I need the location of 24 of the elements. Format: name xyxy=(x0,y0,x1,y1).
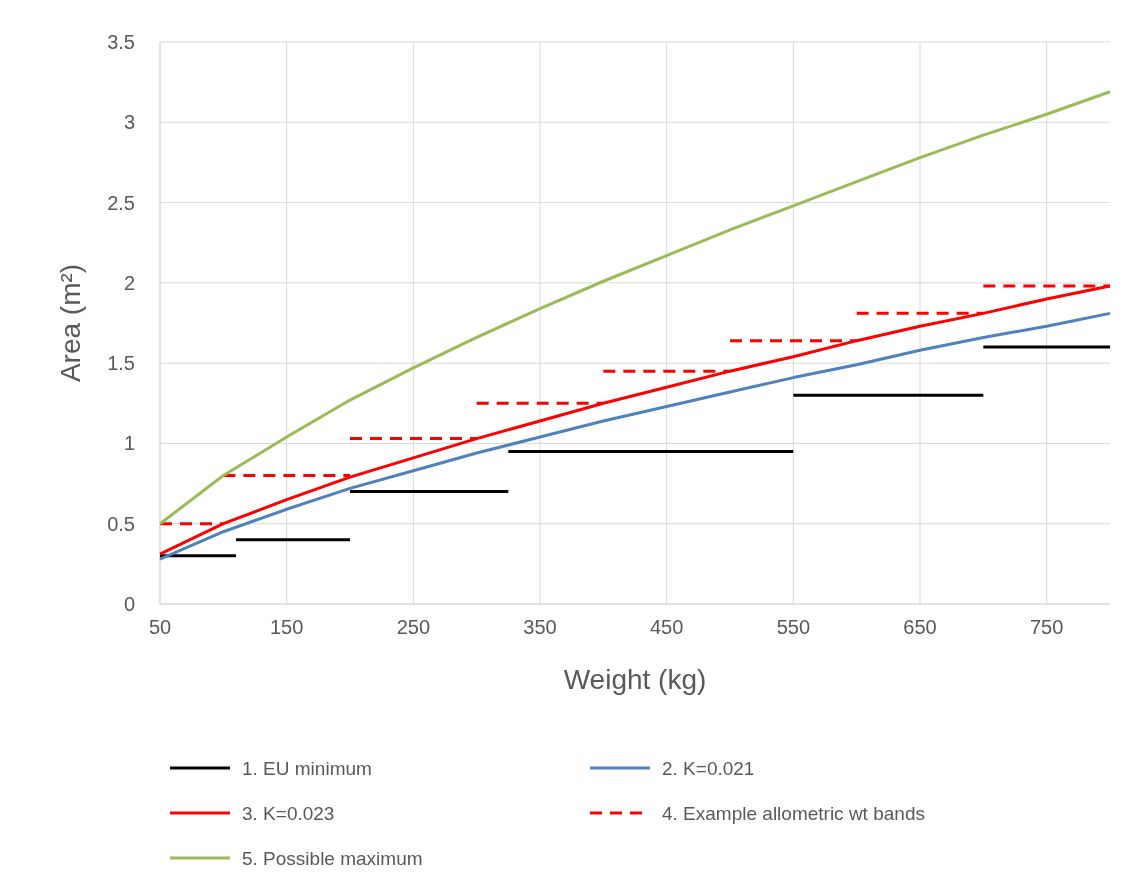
y-tick-label: 2 xyxy=(123,271,135,294)
legend-label: 4. Example allometric wt bands xyxy=(662,803,925,824)
x-tick-label: 550 xyxy=(776,616,811,638)
legend-label: 5. Possible maximum xyxy=(242,848,423,869)
y-tick-label: 1 xyxy=(123,432,135,455)
legend-label: 3. K=0.023 xyxy=(242,803,335,824)
legend-label: 2. K=0.021 xyxy=(662,758,755,779)
y-tick-label: 0 xyxy=(123,593,135,615)
x-tick-label: 750 xyxy=(1029,616,1064,638)
y-tick-label: 0.5 xyxy=(107,512,135,535)
x-tick-label: 450 xyxy=(649,616,684,638)
x-axis-title: Weight (kg) xyxy=(563,664,707,695)
x-tick-label: 150 xyxy=(269,616,304,638)
y-tick-label: 3.5 xyxy=(107,31,135,53)
y-tick-label: 1.5 xyxy=(107,352,135,375)
x-tick-label: 650 xyxy=(903,616,937,638)
x-tick-label: 250 xyxy=(396,616,431,638)
x-tick-label: 50 xyxy=(148,616,172,638)
y-tick-label: 2.5 xyxy=(107,191,135,214)
line-series xyxy=(158,90,1112,526)
y-axis-title: Area (m²) xyxy=(55,263,86,383)
y-tick-label: 3 xyxy=(123,111,135,134)
legend-label: 1. EU minimum xyxy=(242,758,372,779)
x-tick-label: 350 xyxy=(523,616,557,638)
